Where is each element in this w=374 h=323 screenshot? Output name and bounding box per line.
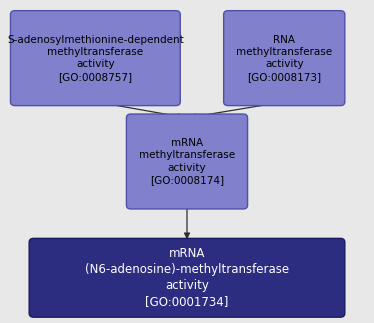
Text: mRNA
(N6-adenosine)-methyltransferase
activity
[GO:0001734]: mRNA (N6-adenosine)-methyltransferase ac… xyxy=(85,247,289,308)
Text: S-adenosylmethionine-dependent
methyltransferase
activity
[GO:0008757]: S-adenosylmethionine-dependent methyltra… xyxy=(7,35,184,82)
FancyBboxPatch shape xyxy=(126,114,248,209)
FancyBboxPatch shape xyxy=(224,11,345,106)
Text: mRNA
methyltransferase
activity
[GO:0008174]: mRNA methyltransferase activity [GO:0008… xyxy=(139,138,235,185)
FancyBboxPatch shape xyxy=(29,238,345,317)
FancyBboxPatch shape xyxy=(10,11,180,106)
Text: RNA
methyltransferase
activity
[GO:0008173]: RNA methyltransferase activity [GO:00081… xyxy=(236,35,332,82)
